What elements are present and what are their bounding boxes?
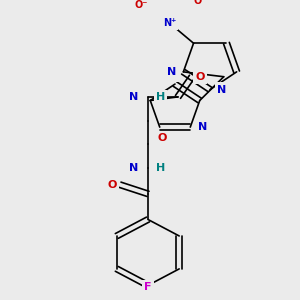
- Text: O⁻: O⁻: [135, 0, 148, 10]
- Text: N: N: [168, 70, 178, 80]
- Text: N: N: [129, 163, 138, 173]
- Text: H: H: [156, 163, 165, 173]
- Text: N: N: [198, 122, 207, 132]
- Text: N: N: [167, 67, 176, 77]
- Text: O: O: [195, 72, 205, 82]
- Text: N⁺: N⁺: [163, 18, 176, 28]
- Text: N: N: [129, 92, 138, 102]
- Text: F: F: [144, 282, 152, 292]
- Text: H: H: [156, 92, 165, 102]
- Text: O: O: [107, 180, 117, 190]
- Text: O: O: [194, 0, 202, 6]
- Text: N: N: [218, 85, 226, 94]
- Text: O: O: [157, 133, 166, 143]
